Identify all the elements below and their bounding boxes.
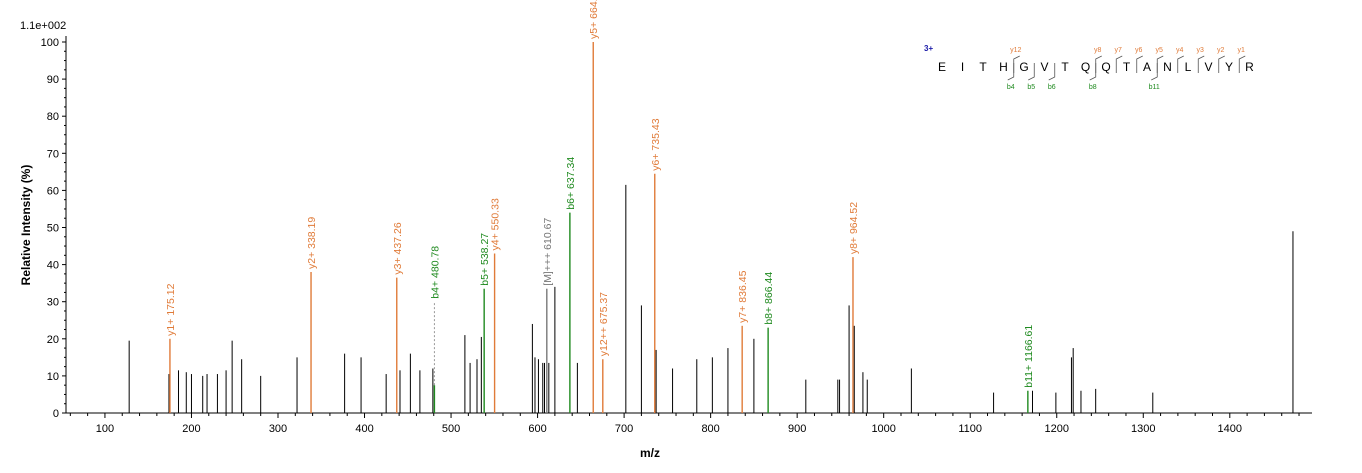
y-tick-label: 50 [47,223,59,235]
sequence-residue: A [1143,60,1151,74]
sequence-residue: N [1163,60,1172,74]
y-ion-label: y3 [1197,47,1205,54]
y-ion-label: y2 [1217,47,1225,54]
y-ion-label: y6 [1135,47,1143,54]
sequence-residue: L [1185,60,1192,74]
y-tick-label: 70 [47,148,59,160]
x-tick-label: 500 [442,423,460,435]
y-tick-label: 100 [41,37,59,49]
y-ion-bracket [1177,55,1184,73]
sequence-residue: Y [1225,60,1233,74]
y-tick-label: 60 [47,185,59,197]
peak-label: b5+ 538.27 [479,233,491,286]
sequence-residue: T [1061,60,1069,74]
peak-label: y2+ 338.19 [306,217,318,269]
peak-label: y5+ 664.33 [588,0,600,39]
axes: 0 10 20 30 40 50 60 70 80 90 100 100 200 300 400 500 600… [41,36,1312,435]
b-ion-bracket [1151,63,1158,81]
peak-labels: y1+ 175.12 y2+ 338.19 y3+ 437.26 b4+ 480.78… [165,0,1035,388]
x-tick-label: 1400 [1218,423,1242,435]
y-ion-label: y12 [1010,47,1021,54]
x-axis-title: m/z [640,446,660,460]
y-ion-label: y4 [1176,47,1184,54]
b-ion-bracket [1089,63,1097,81]
y-tick-label: 0 [53,408,59,420]
x-tick-label: 700 [615,423,633,435]
sequence-residue: H [999,60,1008,74]
y-ion-bracket [1238,55,1246,73]
x-tick-label: 300 [269,423,287,435]
peak-label: y8+ 964.52 [848,202,860,254]
y-max-label: 1.1e+002 [20,20,66,32]
b-ion-bracket [1007,63,1015,81]
y-tick-label: 90 [47,74,59,86]
peak-label: y1+ 175.12 [165,283,177,335]
x-tick-label: 1100 [958,423,982,435]
x-tick-label: 400 [355,423,373,435]
b-ion-bracket [1048,63,1056,81]
y-tick-label: 10 [47,371,59,383]
x-tick-label: 600 [528,423,546,435]
sequence-residue: V [1204,60,1212,74]
y-ion-bracket [1115,55,1123,73]
peak-label: b6+ 637.34 [565,157,577,210]
peak-label: y4+ 550.33 [490,198,502,250]
y-ion-bracket [1136,55,1143,73]
y-tick-label: 40 [47,260,59,272]
peak-label: [M]+++ 610.67 [542,218,554,286]
y-axis-title: Relative Intensity (%) [19,165,33,286]
b-ion-label: b4 [1007,84,1015,91]
sequence-residue: Q [1101,60,1110,74]
x-tick-label: 1300 [1131,423,1155,435]
y-ion-label: y5 [1156,47,1164,54]
y-ion-label: y1 [1238,47,1246,54]
x-tick-label: 1200 [1045,423,1069,435]
peaks [128,42,1294,413]
peak-label: y6+ 735.43 [650,118,662,170]
b-ion-label: b5 [1027,84,1035,91]
peak-label: y12++ 675.37 [598,292,610,356]
sequence-residue: Q [1081,60,1090,74]
sequence-residue: I [961,60,964,74]
peak-label: b11+ 1166.61 [1023,325,1035,388]
b-ion-bracket [1028,63,1035,81]
x-tick-label: 100 [96,423,114,435]
x-tick-label: 200 [182,423,200,435]
y-ion-label: y7 [1115,47,1123,54]
b-ion-label: b8 [1089,84,1097,91]
sequence-residue: E [938,60,946,74]
sequence-residue: V [1040,60,1048,74]
charge-state: 3+ [924,44,933,53]
b-ion-label: b6 [1048,84,1056,91]
b-ion-label: b11 [1149,84,1160,91]
y-tick-label: 30 [47,297,59,309]
sequence-residue: R [1245,60,1254,74]
y-tick-label: 20 [47,334,59,346]
peak-label: b4+ 480.78 [429,246,441,299]
sequence-residue: T [1123,60,1131,74]
sequence-residue: G [1019,60,1028,74]
peak-label: b8+ 866.44 [763,272,775,325]
peak-label: y3+ 437.26 [392,222,404,274]
peak-label: y7+ 836.45 [737,270,749,322]
y-tick-label: 80 [47,111,59,123]
y-ion-bracket [1197,55,1205,73]
y-ion-label: y8 [1094,47,1102,54]
y-ion-bracket [1218,55,1225,73]
x-tick-label: 1000 [871,423,895,435]
sequence-residue: T [979,60,987,74]
x-tick-label: 800 [701,423,719,435]
x-tick-label: 900 [788,423,806,435]
